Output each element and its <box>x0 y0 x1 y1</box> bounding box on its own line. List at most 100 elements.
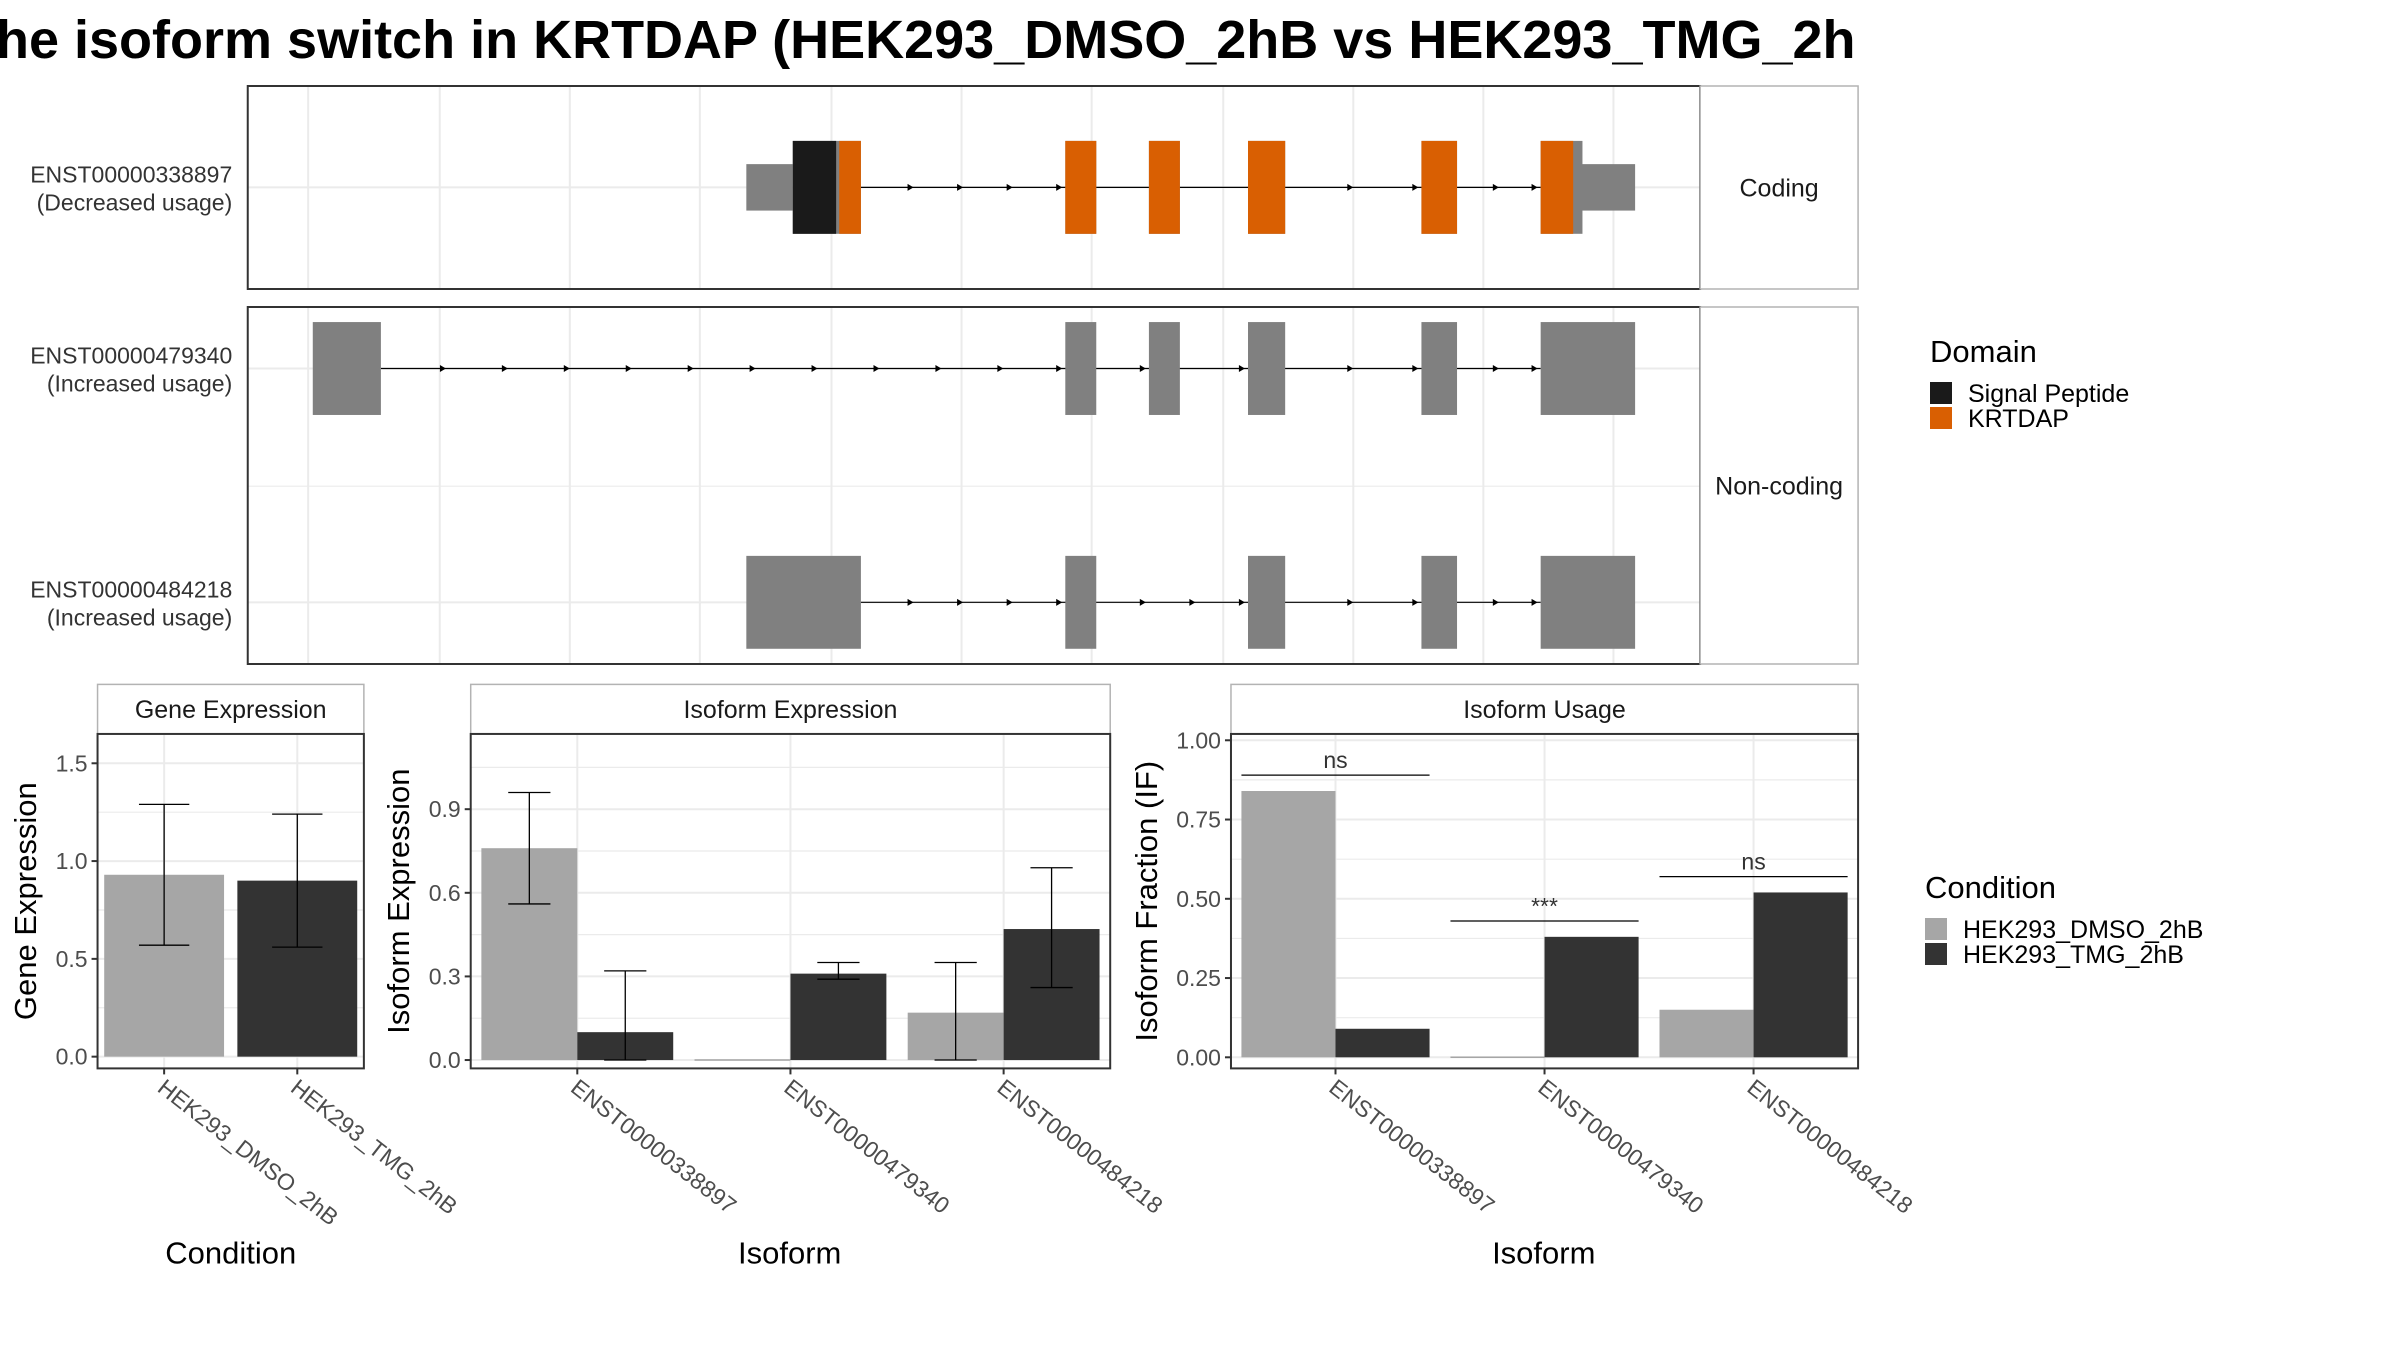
domain-legend-title: Domain <box>1930 334 2037 369</box>
intron-arrow <box>1056 365 1063 373</box>
panel-background <box>247 307 1701 664</box>
domain-legend-label: Signal Peptide <box>1968 380 2129 408</box>
exon-block <box>1421 322 1458 415</box>
intron-arrow <box>957 598 964 606</box>
condition-legend-title: Condition <box>1925 870 2056 905</box>
intron-arrow <box>997 365 1004 373</box>
facet-strip-label: Gene Expression <box>135 696 327 724</box>
intron-arrow <box>907 598 914 606</box>
y-tick-label: 1.00 <box>1176 727 1221 753</box>
x-axis-title: Condition <box>165 1235 296 1270</box>
transcript-ENST00000479340: ENST00000479340(Increased usage) <box>30 322 1636 415</box>
domain-block-signal-peptide <box>792 140 837 234</box>
bar <box>790 973 887 1061</box>
intron-arrow <box>1347 183 1354 191</box>
intron-arrow <box>873 365 880 373</box>
exon-block <box>1540 322 1636 415</box>
bar-panel-isoform-expression: Isoform Expression 0.0 0.3 0.6 0.9 ENST000003… <box>381 683 1168 1270</box>
transcript-id-label: ENST00000338897 <box>30 161 232 187</box>
intron-arrow <box>1531 598 1538 606</box>
facet-strip <box>1699 85 1859 290</box>
significance-label: *** <box>1531 893 1558 919</box>
intron-arrow <box>625 365 632 373</box>
exon-block <box>746 555 861 649</box>
bar <box>1753 892 1848 1058</box>
intron-arrow <box>907 183 914 191</box>
intron-arrow <box>1139 598 1146 606</box>
bar <box>1335 1028 1430 1058</box>
bar <box>1659 1009 1754 1058</box>
y-tick-label: 0.6 <box>429 880 461 906</box>
intron-arrow <box>501 365 508 373</box>
intron-arrow <box>1006 598 1013 606</box>
bar <box>1241 791 1336 1058</box>
bar-panel-gene-expression: Gene Expression0.00.51.01.5HEK293_DMSO_2… <box>8 683 462 1270</box>
intron-arrow <box>1412 183 1419 191</box>
intron-arrow <box>1347 365 1354 373</box>
exon-block <box>1540 555 1636 649</box>
intron-arrow <box>749 365 756 373</box>
y-tick-label: 0.25 <box>1176 965 1221 991</box>
domain-legend-key <box>1930 382 1952 404</box>
y-tick-label: 1.0 <box>56 848 88 874</box>
utr-block <box>746 164 793 211</box>
exon-block <box>1065 322 1097 415</box>
condition-legend-key <box>1925 943 1947 965</box>
significance-label: ns <box>1323 747 1347 773</box>
intron-arrow <box>1238 598 1245 606</box>
domain-legend-key <box>1930 407 1952 429</box>
y-axis-title: Isoform Fraction (IF) <box>1129 761 1164 1042</box>
significance-label: ns <box>1741 849 1765 875</box>
intron-arrow <box>687 365 694 373</box>
gene-structure-panel: Coding Non-coding ENST00000338897(Decrease… <box>30 85 1859 665</box>
y-axis-title: Gene Expression <box>8 782 43 1020</box>
transcript-id-label: ENST00000484218 <box>30 576 232 602</box>
bar-panels: Gene Expression0.00.51.01.5HEK293_DMSO_2… <box>8 683 1918 1270</box>
y-tick-label: 0.3 <box>429 963 461 989</box>
utr-block <box>1579 164 1636 211</box>
intron-arrow <box>439 365 446 373</box>
bar-panel-isoform-usage: Isoform Usage ns *** ns 0.00 0.25 0.50 0.75 1.00… <box>1129 683 1918 1270</box>
x-tick-label: ENST00000479340 <box>1533 1074 1708 1219</box>
y-tick-label: 0.0 <box>56 1044 88 1070</box>
domain-block-krtdap <box>1421 140 1458 234</box>
intron-arrow <box>1347 598 1354 606</box>
x-tick-label: ENST00000338897 <box>566 1074 741 1219</box>
domain-block-krtdap <box>1065 140 1097 234</box>
y-axis-title: Isoform Expression <box>381 769 416 1034</box>
intron-arrow <box>1139 365 1146 373</box>
condition-legend-label: HEK293_TMG_2hB <box>1963 941 2184 969</box>
domain-block-krtdap <box>1540 140 1574 234</box>
intron-arrow <box>1531 365 1538 373</box>
y-tick-label: 0.00 <box>1176 1044 1221 1070</box>
intron-arrow <box>811 365 818 373</box>
facet-strip-label: Non-coding <box>1715 473 1843 501</box>
intron-arrow <box>1006 183 1013 191</box>
facet-strip <box>469 683 1111 735</box>
intron-arrow <box>563 365 570 373</box>
x-tick-label: ENST00000479340 <box>779 1074 954 1219</box>
domain-block-krtdap <box>1148 140 1180 234</box>
x-axis-title: Isoform <box>738 1235 841 1270</box>
figure-title: he isoform switch in KRTDAP (HEK293_DMSO… <box>0 10 1856 70</box>
intron-arrow <box>1531 183 1538 191</box>
condition-legend-key <box>1925 918 1947 940</box>
transcript-usage-label: (Decreased usage) <box>37 189 233 215</box>
intron-arrow <box>1492 183 1499 191</box>
exon-block <box>1421 555 1458 649</box>
x-tick-label: ENST00000484218 <box>1742 1074 1917 1219</box>
intron-arrow <box>1056 598 1063 606</box>
intron-arrow <box>1189 598 1196 606</box>
y-tick-label: 0.9 <box>429 796 461 822</box>
exon-block <box>1148 322 1180 415</box>
transcript-usage-label: (Increased usage) <box>47 604 232 630</box>
domain-legend-label: KRTDAP <box>1968 405 2069 433</box>
facet-strip <box>1699 306 1859 665</box>
domain-block-krtdap <box>839 140 861 234</box>
x-axis-title: Isoform <box>1492 1235 1595 1270</box>
x-tick-label: ENST00000484218 <box>993 1074 1168 1219</box>
exon-block <box>1248 322 1286 415</box>
